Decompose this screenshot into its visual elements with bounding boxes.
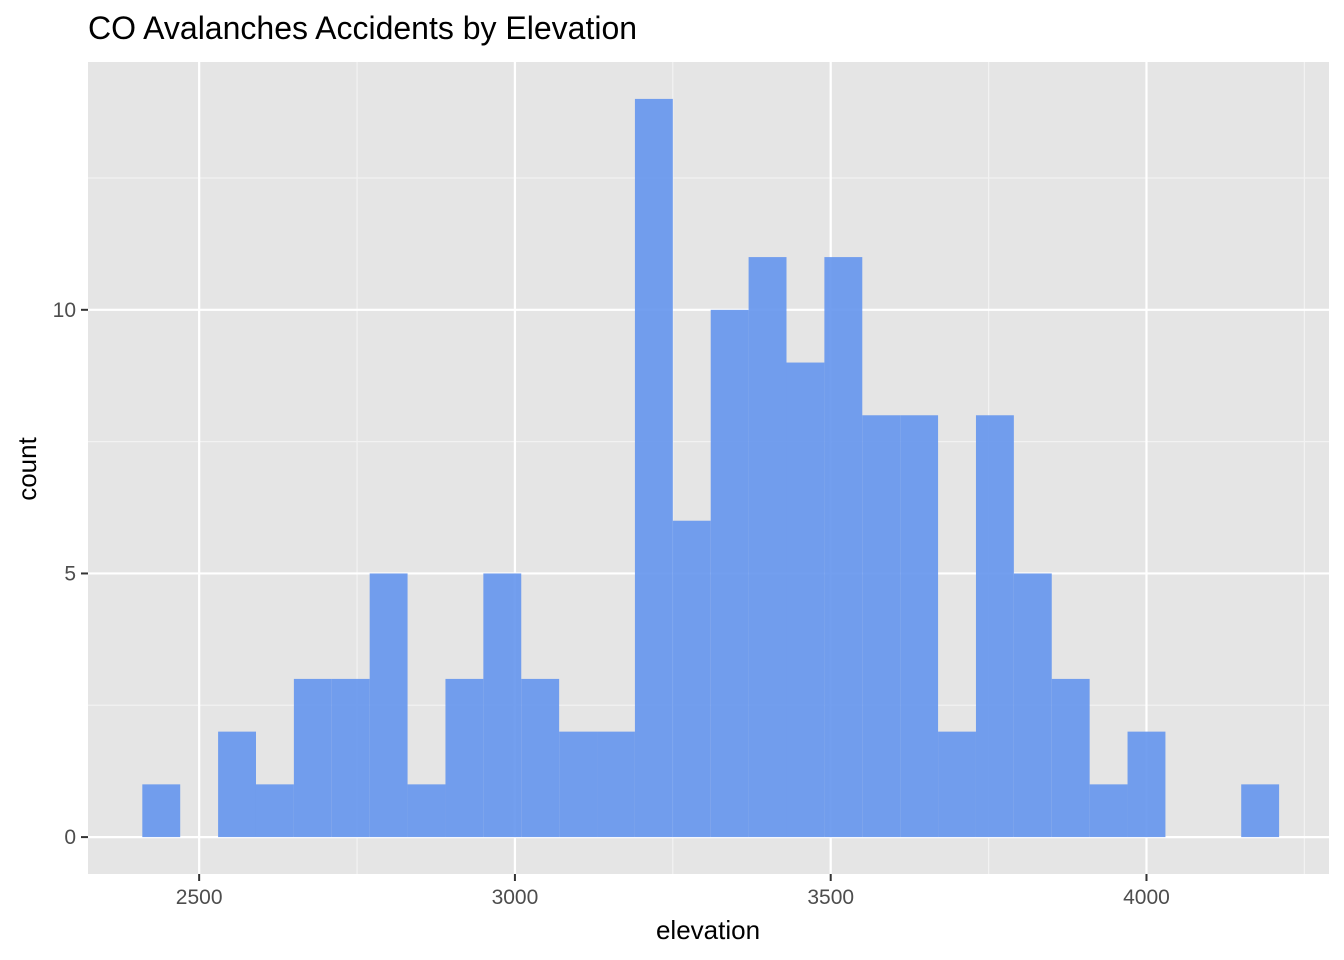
x-axis-title: elevation [656,915,760,945]
y-tick-label: 10 [53,299,76,322]
histogram-bar-24 [1051,678,1090,838]
histogram-bar-4 [293,678,332,838]
histogram-bar-25 [1089,784,1128,838]
histogram-bar-14 [672,520,711,838]
histogram-bar-6 [369,573,408,838]
y-tick-label: 0 [64,826,76,849]
histogram-bar-8 [445,678,484,838]
histogram-bar-16 [748,257,787,838]
histogram-bar-7 [407,784,446,838]
histogram-bar-26 [1127,731,1166,838]
histogram-bar-20 [900,415,939,838]
histogram-bar-29 [1241,784,1280,838]
histogram-bar-10 [521,678,560,838]
histogram-bar-13 [634,98,673,838]
histogram-bar-0 [142,784,181,838]
histogram-bar-23 [1013,573,1052,838]
histogram-bar-5 [331,678,370,838]
y-tick-label: 5 [64,562,76,585]
histogram-bars [142,98,1280,838]
x-tick-label: 3500 [807,886,854,909]
histogram-bar-3 [255,784,294,838]
histogram-bar-18 [824,257,863,838]
x-tick-label: 3000 [492,886,539,909]
histogram-bar-21 [938,731,976,838]
histogram-bar-19 [862,415,901,838]
y-axis-ticks: 0 5 10 [53,299,88,849]
chart-title: CO Avalanches Accidents by Elevation [88,10,637,46]
histogram-bar-11 [559,731,598,838]
histogram-bar-22 [975,415,1014,838]
x-tick-label: 2500 [176,886,223,909]
histogram-bar-17 [786,362,825,838]
x-axis-ticks: 2500 3000 3500 4000 [176,874,1170,909]
x-tick-label: 4000 [1123,886,1170,909]
histogram-bar-15 [710,309,749,838]
y-axis-title: count [12,436,42,500]
histogram-bar-2 [218,731,256,838]
histogram-bar-12 [597,731,635,838]
histogram-bar-9 [483,573,522,838]
